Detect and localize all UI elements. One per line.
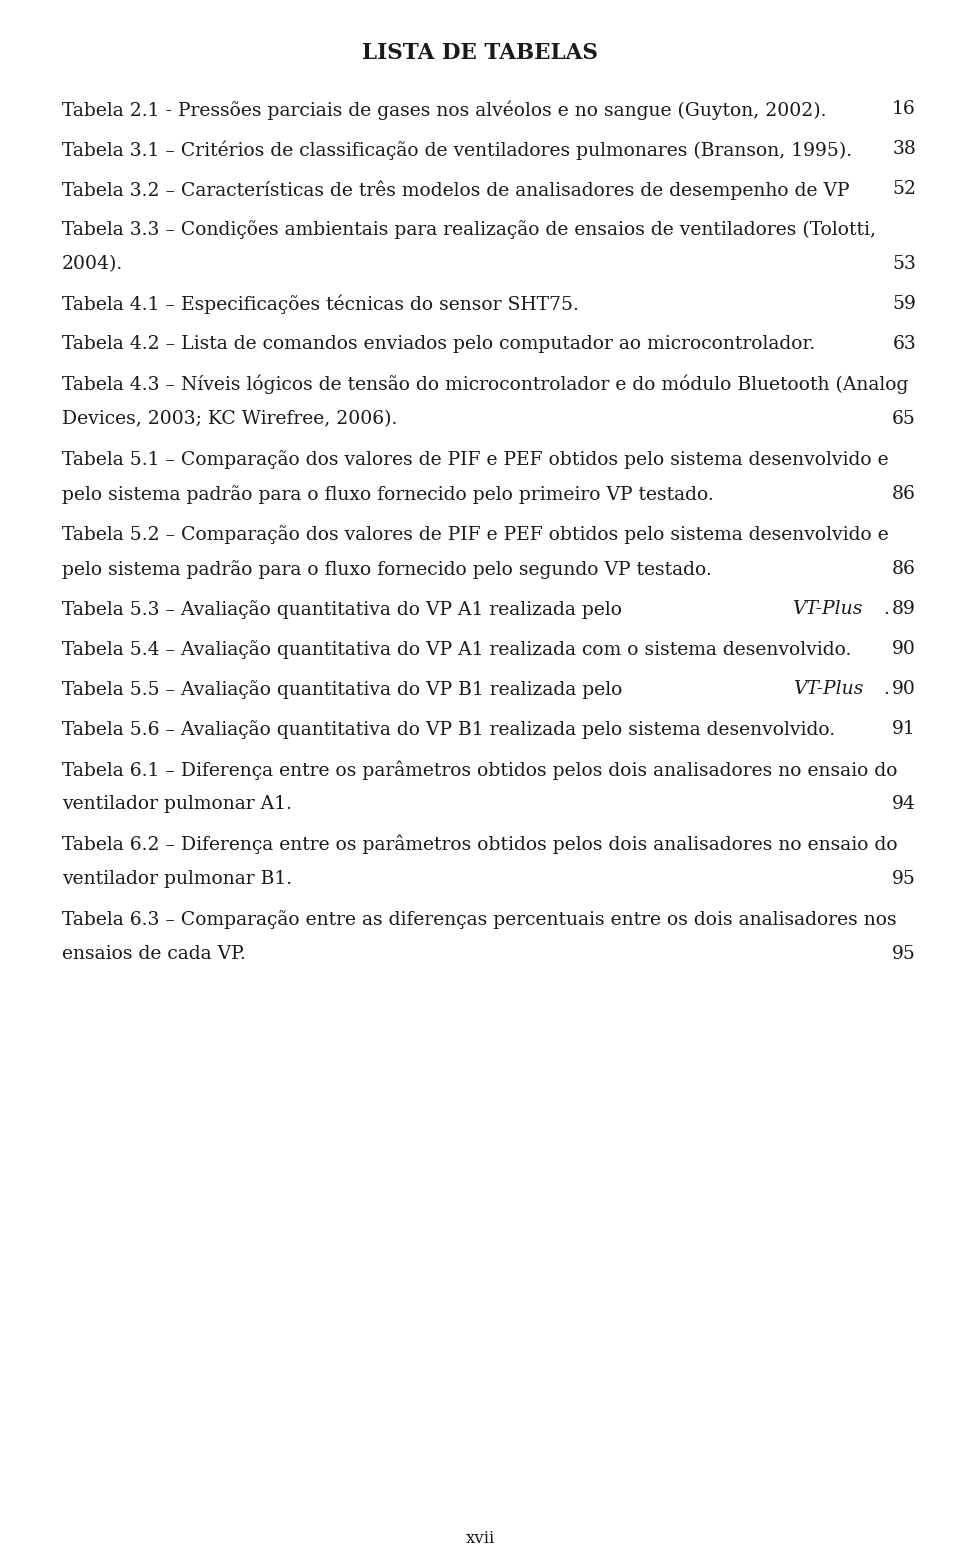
Text: 90: 90 [892,640,916,658]
Text: Tabela 3.3 – Condições ambientais para realização de ensaios de ventiladores (To: Tabela 3.3 – Condições ambientais para r… [62,221,876,239]
Text: 2004).: 2004). [62,255,123,274]
Text: 95: 95 [892,945,916,963]
Text: ensaios de cada VP.: ensaios de cada VP. [62,945,246,963]
Text: Devices, 2003; KC Wirefree, 2006).: Devices, 2003; KC Wirefree, 2006). [62,410,397,429]
Text: Tabela 2.1 - Pressões parciais de gases nos alvéolos e no sangue (Guyton, 2002).: Tabela 2.1 - Pressões parciais de gases … [62,100,827,119]
Text: 90: 90 [892,680,916,698]
Text: LISTA DE TABELAS: LISTA DE TABELAS [362,42,598,64]
Text: Tabela 6.3 – Comparação entre as diferenças percentuais entre os dois analisador: Tabela 6.3 – Comparação entre as diferen… [62,910,897,929]
Text: ventilador pulmonar B1.: ventilador pulmonar B1. [62,870,292,888]
Text: .: . [883,601,889,618]
Text: Tabela 5.6 – Avaliação quantitativa do VP B1 realizada pelo sistema desenvolvido: Tabela 5.6 – Avaliação quantitativa do V… [62,719,835,738]
Text: Tabela 3.1 – Critérios de classificação de ventiladores pulmonares (Branson, 199: Tabela 3.1 – Critérios de classificação … [62,141,852,160]
Text: pelo sistema padrão para o fluxo fornecido pelo primeiro VP testado.: pelo sistema padrão para o fluxo forneci… [62,485,713,504]
Text: xvii: xvii [466,1530,494,1547]
Text: 38: 38 [892,141,916,158]
Text: Tabela 5.3 – Avaliação quantitativa do VP A1 realizada pelo: Tabela 5.3 – Avaliação quantitativa do V… [62,601,628,619]
Text: Tabela 6.1 – Diferença entre os parâmetros obtidos pelos dois analisadores no en: Tabela 6.1 – Diferença entre os parâmetr… [62,760,898,779]
Text: Tabela 5.2 – Comparação dos valores de PIF e PEF obtidos pelo sistema desenvolvi: Tabela 5.2 – Comparação dos valores de P… [62,526,889,544]
Text: 91: 91 [892,719,916,738]
Text: Tabela 4.3 – Níveis lógicos de tensão do microcontrolador e do módulo Bluetooth : Tabela 4.3 – Níveis lógicos de tensão do… [62,375,908,394]
Text: 86: 86 [892,560,916,579]
Text: Tabela 6.2 – Diferença entre os parâmetros obtidos pelos dois analisadores no en: Tabela 6.2 – Diferença entre os parâmetr… [62,835,898,854]
Text: 86: 86 [892,485,916,504]
Text: Tabela 4.1 – Especificações técnicas do sensor SHT75.: Tabela 4.1 – Especificações técnicas do … [62,296,579,314]
Text: 16: 16 [892,100,916,117]
Text: 65: 65 [892,410,916,429]
Text: 95: 95 [892,870,916,888]
Text: 63: 63 [892,335,916,353]
Text: 52: 52 [892,180,916,199]
Text: Tabela 5.4 – Avaliação quantitativa do VP A1 realizada com o sistema desenvolvid: Tabela 5.4 – Avaliação quantitativa do V… [62,640,852,658]
Text: 89: 89 [892,601,916,618]
Text: .: . [883,680,890,698]
Text: Tabela 4.2 – Lista de comandos enviados pelo computador ao microcontrolador.: Tabela 4.2 – Lista de comandos enviados … [62,335,815,353]
Text: 53: 53 [892,255,916,274]
Text: VT-Plus: VT-Plus [793,680,863,698]
Text: pelo sistema padrão para o fluxo fornecido pelo segundo VP testado.: pelo sistema padrão para o fluxo forneci… [62,560,711,579]
Text: 94: 94 [892,795,916,813]
Text: ventilador pulmonar A1.: ventilador pulmonar A1. [62,795,292,813]
Text: Tabela 5.1 – Comparação dos valores de PIF e PEF obtidos pelo sistema desenvolvi: Tabela 5.1 – Comparação dos valores de P… [62,450,889,469]
Text: Tabela 3.2 – Características de três modelos de analisadores de desempenho de VP: Tabela 3.2 – Características de três mod… [62,180,850,200]
Text: 59: 59 [892,296,916,313]
Text: VT-Plus: VT-Plus [792,601,863,618]
Text: Tabela 5.5 – Avaliação quantitativa do VP B1 realizada pelo: Tabela 5.5 – Avaliação quantitativa do V… [62,680,629,699]
